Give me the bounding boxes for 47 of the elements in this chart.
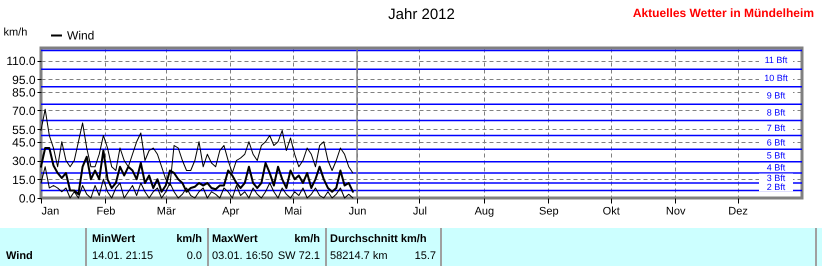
x-tick-label: Okt [602,206,620,218]
text: Aktuelles Wetter in Mündelheim [632,6,814,20]
ref-line-label: 4 Bft [766,162,786,172]
text: MinWert [92,233,136,245]
text: 58214.7 km [330,250,388,262]
x-tick-label: Jul [412,206,427,218]
x-tick-label: Jan [42,206,60,218]
text: SW 72.1 [278,250,320,262]
y-tick-label: 70.0 [12,104,36,118]
text: 0.0 [186,250,202,262]
ref-line-label: 2 Bft [766,182,786,192]
ref-line-label: 8 Bft [766,107,786,118]
ref-line-label: 7 Bft [766,123,786,133]
x-tick-label: Mär [156,206,176,218]
y-tick-label: 15.0 [12,172,36,187]
y-tick-label: 45.0 [12,135,36,150]
text: 14.01. 21:15 [92,250,154,262]
y-axis-title: km/h [4,26,28,38]
ref-line-label: 10 Bft [764,73,788,83]
y-tick-label: 110.0 [6,54,36,68]
y-tick-label: 85.0 [12,85,36,100]
y-tick-label: 95.0 [12,72,36,87]
text: 15.7 [414,250,436,262]
y-tick-label: 55.0 [12,122,36,137]
ref-line-label: 9 Bft [766,90,786,100]
x-tick-label: Mai [284,206,302,218]
chart-title: Jahr 2012 [388,6,455,23]
x-tick-label: Jun [348,206,366,218]
text: MaxWert [212,233,258,245]
text: Wind [6,250,33,262]
text: Durchschnitt km/h [330,233,427,245]
x-tick-label: Aug [474,206,494,218]
ref-line-label: 5 Bft [766,150,786,160]
x-tick-label: Dez [728,206,748,218]
ref-line-label: 3 Bft [766,173,786,183]
x-tick-label: Nov [666,206,686,218]
x-tick-label: Sep [539,206,559,218]
text: km/h [176,233,202,245]
text: km/h [294,233,320,245]
text: 03.01. 16:50 [212,250,274,262]
x-tick-label: Apr [222,206,240,218]
y-tick-label: 0.0 [18,192,36,206]
ref-line-label: 11 Bft [764,54,788,65]
text: Wind [67,28,94,42]
ref-line-label: 6 Bft [766,137,786,148]
y-tick-label: 30.0 [12,154,36,168]
x-tick-label: Feb [96,206,116,218]
